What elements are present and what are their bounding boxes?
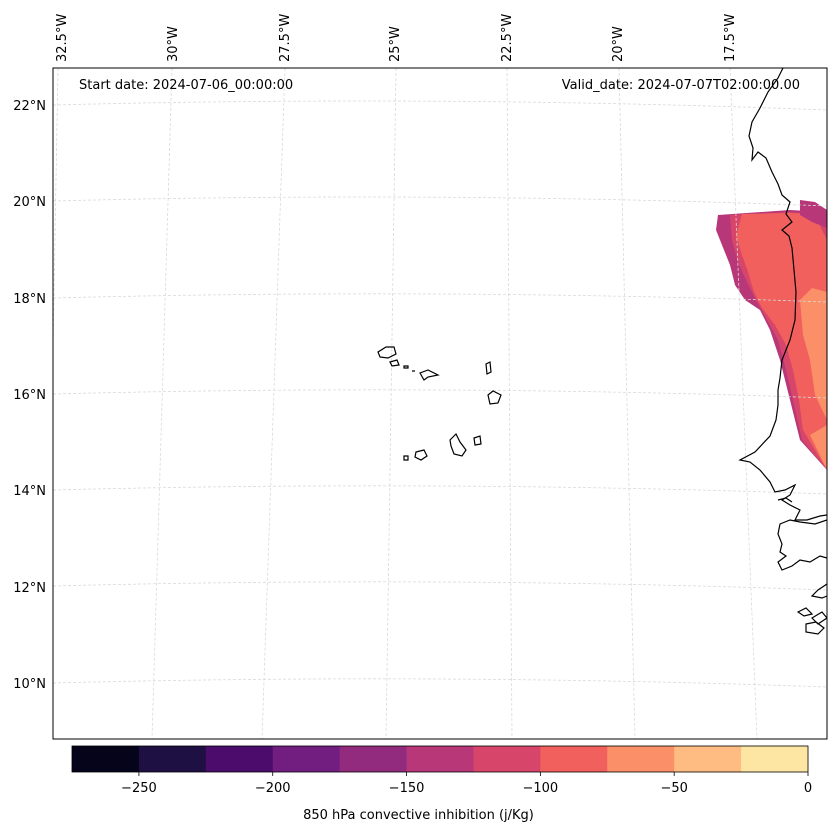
colorbar-bin <box>473 746 541 772</box>
gridline-lat-12 <box>53 581 827 591</box>
lat-label-12: 12°N <box>13 581 46 596</box>
gridline-lon-27-5 <box>261 68 286 739</box>
lat-label-14: 14°N <box>13 484 46 499</box>
gridline-lat-18 <box>53 293 827 303</box>
colorbar-bin <box>406 746 474 772</box>
colorbar-ticks: −250 −200 −150 −100 −50 0 <box>121 772 812 796</box>
colorbar-tick-label: −50 <box>660 781 687 796</box>
island-sao-nicolau <box>412 369 440 381</box>
colorbar-bin <box>741 746 809 772</box>
valid-date-label: Valid_date: 2024-07-07T02:00:00.00 <box>561 78 800 93</box>
colorbar-bins <box>72 746 809 772</box>
colorbar-tick-label: 0 <box>804 781 812 796</box>
lon-label-32-5: 32.5°W <box>55 14 70 62</box>
gridline-lon-20 <box>618 68 636 739</box>
island-santa-luzia <box>403 365 409 369</box>
colorbar-bin <box>205 746 274 772</box>
gridline-lat-22 <box>53 100 827 111</box>
cin-region-light <box>800 288 827 420</box>
cape-verde-islands <box>377 346 502 461</box>
lat-label-22: 22°N <box>13 99 46 114</box>
latitude-gridlines <box>53 100 827 688</box>
lon-label-25: 25°W <box>388 26 403 62</box>
gridline-lon-17-5 <box>729 68 758 739</box>
lon-label-17-5: 17.5°W <box>723 14 738 62</box>
colorbar-bin <box>272 746 341 772</box>
guinea-coast <box>810 583 827 599</box>
bijagos-islands <box>796 607 814 617</box>
colorbar-frame <box>71 745 809 773</box>
guinea-bissau-coast <box>777 519 827 571</box>
gridline-lat-14 <box>53 485 827 495</box>
map-frame <box>52 67 828 740</box>
island-fogo <box>414 449 428 461</box>
gridline-lon-22-5 <box>506 68 513 739</box>
colorbar-bin <box>339 746 408 772</box>
gridline-lon-25 <box>385 68 397 739</box>
colorbar-tick-label: −150 <box>389 781 425 796</box>
colorbar-bin <box>72 746 140 772</box>
colorbar-bin <box>138 746 207 772</box>
colorbar-tick-label: −250 <box>121 781 157 796</box>
colorbar-tick-label: −100 <box>523 781 559 796</box>
longitude-gridlines <box>53 68 758 739</box>
west-africa-coastline <box>738 68 827 521</box>
island-sal <box>485 361 492 375</box>
island-santo-antao <box>377 346 397 359</box>
lon-label-22-5: 22.5°W <box>500 14 515 62</box>
gridline-lat-20 <box>53 196 827 207</box>
latitude-labels: 22°N 20°N 18°N 16°N 14°N 12°N 10°N <box>13 99 46 692</box>
lat-label-16: 16°N <box>13 388 46 403</box>
island-boa-vista <box>487 390 502 405</box>
colorbar-bin <box>607 746 675 772</box>
cin-region-light-2 <box>810 425 827 470</box>
conakry-coast <box>805 621 825 635</box>
map-area <box>53 68 827 739</box>
cin-region-weak <box>736 213 827 470</box>
lon-label-30: 30°W <box>166 26 181 62</box>
coastlines <box>738 68 827 635</box>
lat-label-10: 10°N <box>13 677 46 692</box>
lon-label-20: 20°W <box>611 26 626 62</box>
senegal-river-inlet <box>777 497 793 503</box>
cin-contours <box>716 200 827 470</box>
gridline-lat-10 <box>53 678 827 688</box>
start-date-label: Start date: 2024-07-06_00:00:00 <box>79 78 294 93</box>
colorbar-bin <box>674 746 742 772</box>
lon-label-27-5: 27.5°W <box>278 14 293 62</box>
cin-region-strong-2 <box>800 200 827 228</box>
island-brava <box>403 455 409 461</box>
colorbar-bin <box>540 746 608 772</box>
gridline-lat-16 <box>53 389 827 399</box>
island-sao-vicente <box>389 359 400 367</box>
lat-label-18: 18°N <box>13 292 46 307</box>
longitude-labels: 32.5°W 30°W 27.5°W 25°W 22.5°W 20°W 17.5… <box>55 14 738 62</box>
island-maio <box>473 435 482 446</box>
gridline-lon-30 <box>151 68 173 739</box>
gridline-lon-32-5 <box>53 68 59 370</box>
colorbar-label: 850 hPa convective inhibition (j/Kg) <box>303 808 534 823</box>
colorbar-tick-label: −200 <box>255 781 291 796</box>
lat-label-20: 20°N <box>13 195 46 210</box>
island-santiago <box>449 432 467 457</box>
colorbar: −250 −200 −150 −100 −50 0 <box>71 745 812 796</box>
